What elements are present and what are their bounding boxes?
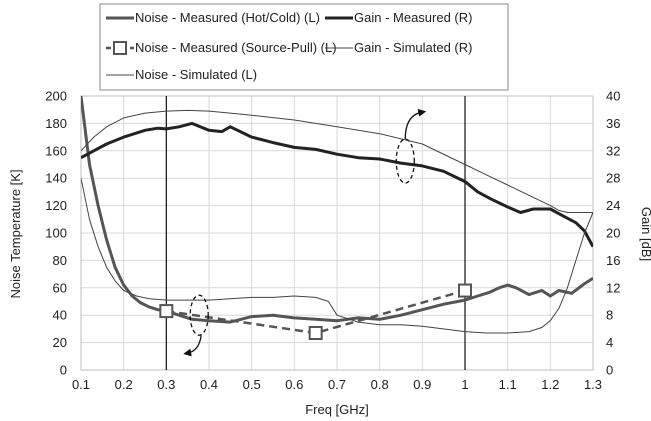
legend: Noise - Measured (Hot/Cold) (L) Gain - Me… [99,3,509,91]
x-tick-label: 0.9 [413,377,431,392]
x-tick-label: 0.5 [243,377,261,392]
legend-item: Gain - Simulated (R) [325,40,472,55]
legend-label: Noise - Measured (Source-Pull) (L) [135,40,337,55]
y-right-tick-label: 40 [606,89,620,104]
legend-item: Gain - Measured (R) [325,10,472,25]
legend-item: Noise - Measured (Source-Pull) (L) [106,40,337,55]
series-gain-simulated [81,109,593,213]
y-left-tick-label: 100 [45,226,67,241]
y-left-tick-label: 80 [53,253,67,268]
y-right-axis-title: Gain [dB] [639,207,651,261]
annotations [183,108,427,357]
y-left-tick-label: 60 [53,280,67,295]
plot-border [80,95,594,371]
y-right-tick-label: 32 [606,143,620,158]
y-left-tick-label: 40 [53,308,67,323]
x-tick-label: 0.6 [285,377,303,392]
y-left-tick-label: 200 [45,89,67,104]
x-tick-label: 0.3 [157,377,175,392]
y-right-tick-label: 28 [606,171,620,186]
legend-label: Gain - Measured (R) [354,10,472,25]
source-pull-point [308,326,323,341]
legend-label: Gain - Simulated (R) [354,40,472,55]
gain-axis-arrow [404,108,427,140]
y-left-tick-label: 120 [45,198,67,213]
legend-label: Noise - Measured (Hot/Cold) (L) [135,10,320,25]
grid [80,95,594,371]
y-right-tick-label: 16 [606,253,620,268]
noise-axis-arrow [183,335,202,357]
x-tick-labels: 0.1 0.2 0.3 0.4 0.5 0.6 0.7 0.8 0.9 1 1.1 1.2 1.3 [72,377,602,392]
y-right-tick-label: 36 [606,116,620,131]
y-right-tick-label: 20 [606,226,620,241]
x-tick-label: 1.2 [541,377,559,392]
y-right-tick-label: 4 [606,335,613,350]
series-gain-measured [81,121,593,248]
series-noise-measured-hot-cold [81,95,593,324]
y-left-tick-label: 20 [53,335,67,350]
x-tick-label: 0.4 [200,377,218,392]
series-layer [81,95,593,341]
vertical-markers [165,96,466,370]
x-tick-label: 0.8 [371,377,389,392]
x-tick-label: 1.1 [499,377,517,392]
x-axis-title: Freq [GHz] [305,402,369,417]
plot-frame [80,95,594,371]
source-pull-point [458,283,472,298]
y-left-axis-title: Noise Temperature [K] [8,169,23,298]
legend-label: Noise - Simulated (L) [135,67,257,82]
legend-box [99,3,509,91]
source-pull-point [159,304,174,319]
noise-axis-ellipse [189,294,209,336]
y-right-tick-label: 0 [606,363,613,378]
legend-item: Noise - Measured (Hot/Cold) (L) [106,10,320,25]
y-left-tick-label: 140 [45,171,67,186]
y-left-tick-label: 180 [45,116,67,131]
y-right-tick-label: 24 [606,198,620,213]
series-noise-simulated [81,178,593,334]
x-tick-label: 0.1 [72,377,90,392]
x-tick-label: 0.7 [328,377,346,392]
y-right-tick-label: 8 [606,308,613,323]
y-left-tick-labels: 0 20 40 60 80 100 120 140 160 180 200 [45,89,67,378]
x-tick-label: 0.2 [115,377,133,392]
y-right-tick-label: 12 [606,280,620,295]
y-left-tick-label: 0 [60,363,67,378]
x-tick-label: 1.3 [584,377,602,392]
legend-item: Noise - Simulated (L) [106,67,257,82]
x-tick-label: 1 [461,377,468,392]
legend-swatch-marker [113,41,127,55]
y-left-tick-label: 160 [45,143,67,158]
gain-axis-ellipse [395,138,415,184]
y-right-tick-labels: 0 4 8 12 16 20 24 28 32 36 40 [606,89,620,378]
